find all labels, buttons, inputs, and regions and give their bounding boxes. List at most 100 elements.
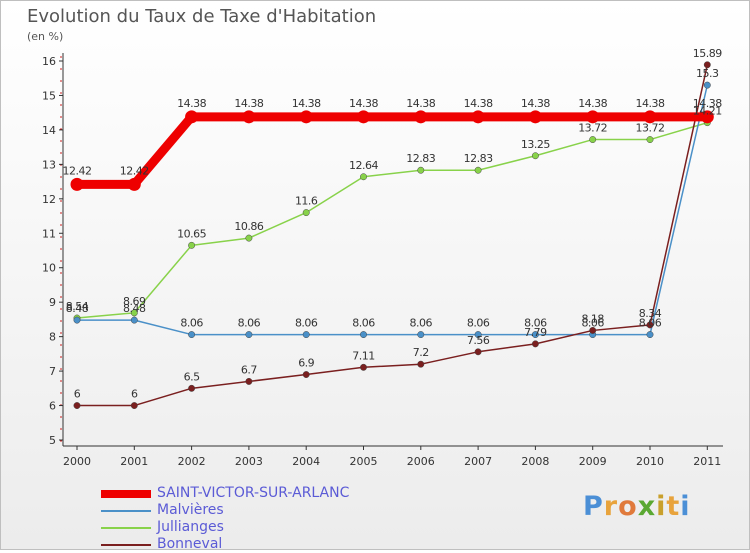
series-3-data-label: 10.65 (177, 227, 206, 240)
series-3-data-label: 14.21 (693, 105, 722, 118)
legend-swatch (101, 544, 151, 546)
series-2-data-label: 8.06 (238, 317, 261, 330)
series-1-data-label: 14.38 (292, 97, 321, 110)
brand-logo-letter: P (583, 491, 604, 522)
series-2-point (245, 331, 253, 339)
series-2-point (130, 316, 138, 324)
series-2-data-label: 15.3 (696, 67, 719, 80)
x-tick-label: 2007 (464, 455, 492, 468)
y-tick-label: 7 (49, 365, 56, 378)
legend-label: Bonneval (157, 536, 223, 552)
chart-title: Evolution du Taux de Taxe d'Habitation (27, 6, 377, 27)
series-3-point (188, 241, 196, 249)
legend-label: SAINT-VICTOR-SUR-ARLANC (157, 485, 350, 501)
brand-logo-letter: i (680, 491, 691, 522)
series-2-point (474, 331, 482, 339)
x-tick-label: 2003 (235, 455, 263, 468)
x-tick-label: 2008 (521, 455, 549, 468)
series-2-point (646, 331, 654, 339)
series-1-point (643, 110, 657, 124)
series-2-data-label: 8.06 (295, 317, 318, 330)
series-2-data-label: 8.06 (352, 317, 375, 330)
series-4-data-label: 6.5 (184, 370, 200, 383)
series-1-data-label: 14.38 (636, 97, 665, 110)
series-1-point (357, 110, 370, 124)
series-1-data-label: 14.38 (406, 97, 435, 110)
x-tick-label: 2004 (292, 455, 320, 468)
series-4-point (531, 340, 539, 348)
y-tick-label: 6 (49, 400, 56, 413)
series-4-point (417, 360, 425, 368)
series-3-data-label: 12.83 (464, 152, 493, 165)
series-2-data-label: 8.48 (123, 302, 146, 315)
series-4-point (360, 363, 367, 371)
series-1-point (242, 110, 256, 124)
series-3-data-label: 13.72 (636, 122, 665, 135)
series-4-data-label: 7.11 (352, 349, 375, 362)
series-1-point (471, 110, 485, 124)
brand-logo-letter: x (637, 491, 657, 522)
y-tick-label: 10 (42, 262, 56, 275)
series-2-data-label: 8.06 (180, 317, 203, 330)
x-tick-label: 2009 (579, 455, 607, 468)
x-tick-label: 2006 (407, 455, 435, 468)
series-3-point (474, 166, 482, 174)
series-1-data-label: 14.38 (464, 97, 493, 110)
series-4-data-label: 7.79 (524, 326, 547, 339)
series-1-point (127, 177, 141, 191)
x-tick-label: 2000 (63, 455, 91, 468)
series-4-data-label: 8.34 (639, 307, 662, 320)
series-2-data-label: 8.48 (66, 302, 89, 315)
brand-logo-letter: i (656, 491, 667, 522)
series-1-point (299, 110, 313, 124)
series-1-data-label: 14.38 (349, 97, 378, 110)
series-4-line (76, 64, 709, 407)
series-1-point (185, 110, 199, 124)
series-3-data-label: 11.6 (295, 195, 318, 208)
y-tick-label: 14 (42, 124, 56, 137)
series-4-point (474, 348, 482, 356)
legend-label: Jullianges (157, 519, 224, 535)
series-1-data-label: 14.38 (578, 97, 607, 110)
series-2-data-label: 8.06 (581, 317, 604, 330)
series-3-data-label: 8.54 (66, 300, 89, 313)
series-3-data-label: 10.86 (234, 220, 263, 233)
y-tick-label: 9 (49, 296, 56, 309)
series-1-data-label: 14.38 (177, 97, 206, 110)
series-3-point (245, 234, 253, 242)
series-4-point (245, 377, 253, 385)
series-1-point (700, 110, 714, 124)
series-4-point (646, 321, 654, 329)
series-3-data-label: 12.64 (349, 159, 378, 172)
series-1-data-label: 14.38 (234, 97, 263, 110)
series-2-data-label: 8.06 (524, 317, 547, 330)
x-tick-label: 2011 (693, 455, 721, 468)
series-4-point (703, 61, 711, 69)
brand-logo-letter: t (666, 491, 681, 522)
series-2-data-label: 8.06 (639, 317, 662, 330)
series-4-data-label: 8.18 (581, 312, 604, 325)
series-3-point (130, 309, 138, 317)
y-tick-label: 12 (42, 193, 56, 206)
legend-swatch (101, 510, 151, 512)
y-tick-label: 11 (42, 227, 56, 240)
series-2-point (360, 331, 367, 339)
series-4-data-label: 6.7 (241, 363, 257, 376)
series-3-point (646, 136, 654, 144)
x-tick-label: 2010 (636, 455, 664, 468)
series-3-point (360, 173, 367, 181)
legend-label: Malvières (157, 502, 224, 518)
series-3-data-label: 13.25 (521, 138, 550, 151)
series-3-data-label: 12.83 (406, 152, 435, 165)
chart-unit: (en %) (27, 30, 64, 43)
series-3-point (589, 136, 597, 144)
y-tick-label: 5 (49, 434, 56, 447)
series-1-point (528, 110, 542, 124)
series-4-data-label: 6 (74, 388, 81, 401)
x-tick-label: 2002 (178, 455, 206, 468)
series-4-point (302, 371, 310, 378)
brand-logo: Proxiti (583, 491, 691, 522)
series-2-point (302, 331, 310, 339)
series-4-data-label: 15.89 (693, 47, 722, 60)
